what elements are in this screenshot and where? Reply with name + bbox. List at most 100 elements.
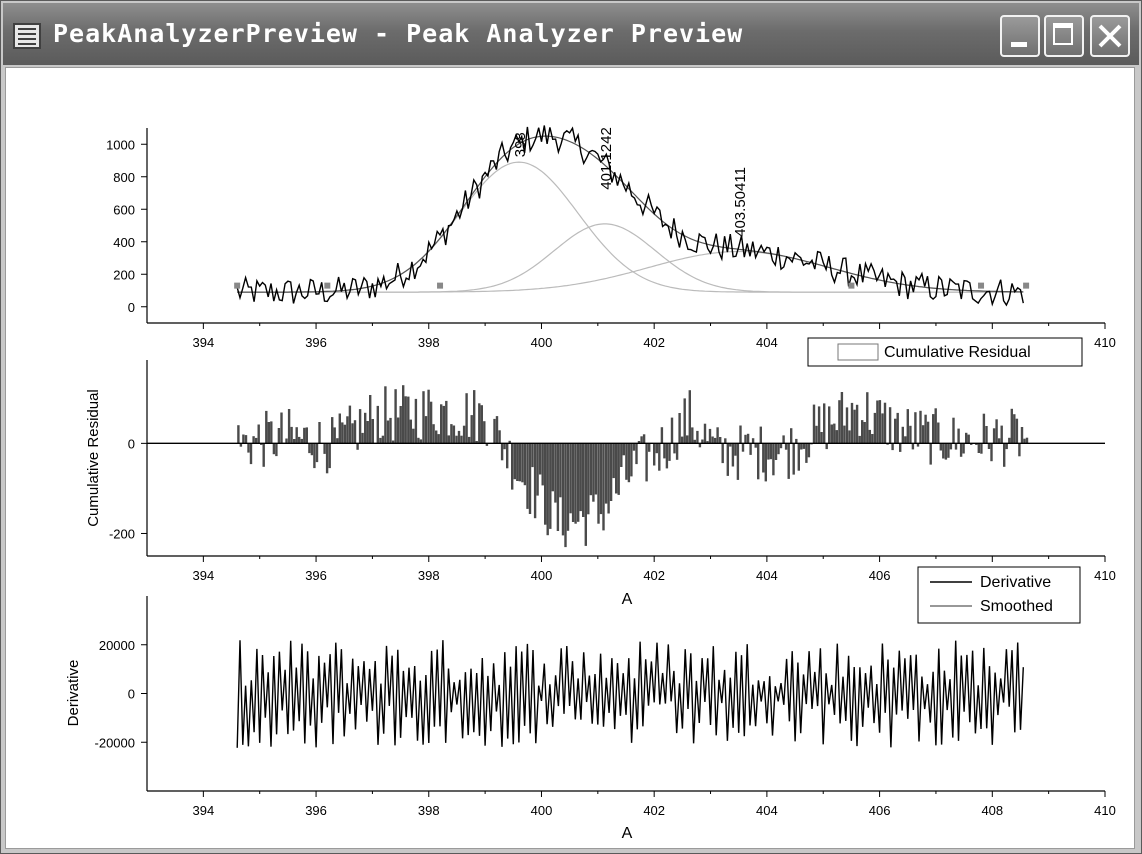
maximize-icon[interactable] <box>1044 15 1084 57</box>
residual-bar <box>609 443 613 501</box>
residual-bar <box>876 400 879 444</box>
residual-bar <box>429 401 433 444</box>
residual-bar <box>703 423 707 444</box>
y-tick-label: -200 <box>109 526 135 541</box>
residual-bar <box>371 419 374 444</box>
residual-bar <box>686 435 689 444</box>
x-tick-label: 404 <box>756 803 778 818</box>
residual-bar <box>298 436 301 444</box>
residual-bar <box>665 443 669 469</box>
residual-bar <box>693 439 696 444</box>
residual-bar <box>325 443 329 474</box>
residual-bar <box>668 443 671 461</box>
residual-bar <box>386 420 390 444</box>
minimize-icon[interactable] <box>1000 15 1040 57</box>
residual-bar <box>612 443 615 479</box>
residual-bar <box>640 436 643 444</box>
residual-bar <box>366 421 369 444</box>
legend-derivative-label: Derivative <box>980 574 1051 591</box>
residual-bar <box>987 443 991 449</box>
residual-bar <box>645 443 648 482</box>
residual-bar <box>364 412 367 444</box>
residual-bar <box>303 427 306 444</box>
residual-bar <box>556 443 560 531</box>
chart-area: 394 396 398 400 402 404 406 408 410 0 200 400 600 80… <box>5 67 1135 849</box>
x-tick-label: 408 <box>981 803 1003 818</box>
residual-bar <box>1020 427 1024 444</box>
residual-bar <box>637 441 641 444</box>
residual-bar <box>675 443 679 460</box>
residual-bar <box>275 443 278 457</box>
residual-bar <box>767 443 770 460</box>
residual-bar <box>833 423 836 444</box>
residual-x-axis-label: A <box>622 591 633 608</box>
residual-bar <box>957 428 960 444</box>
residual-bar <box>906 409 909 444</box>
derivative-panel: 394 396 398 400 402 404 406 408 410 -20000 0 20000… <box>65 566 1116 842</box>
residual-bar <box>328 443 331 469</box>
residual-bar <box>708 428 712 444</box>
residual-bar <box>254 437 258 444</box>
residual-bar <box>260 443 263 445</box>
residual-bar <box>571 443 575 522</box>
baseline-anchor-marker <box>1023 282 1030 289</box>
residual-bar <box>460 435 463 444</box>
x-tick-label: 396 <box>305 335 327 350</box>
residual-bar <box>336 438 339 444</box>
residual-bar <box>731 443 735 467</box>
residual-bar <box>285 438 288 444</box>
y-tick-label: 600 <box>113 202 135 217</box>
residual-bar <box>850 402 854 444</box>
y-tick-label: 400 <box>113 235 135 250</box>
residual-bar <box>769 443 773 460</box>
residual-bar <box>954 443 958 450</box>
derivative-line <box>236 640 1024 748</box>
derivative-legend[interactable]: Derivative Smoothed <box>917 566 1081 624</box>
residual-bar <box>802 443 806 449</box>
residual-bar <box>620 443 623 467</box>
residual-bar <box>442 405 445 444</box>
residual-bar <box>419 439 423 444</box>
residual-bar <box>914 412 917 444</box>
residual-bar <box>338 413 341 444</box>
residual-bar <box>518 443 521 482</box>
residual-bar <box>272 443 276 455</box>
residual-bar <box>396 417 400 444</box>
residual-bar <box>381 435 385 444</box>
residual-bar <box>894 418 897 444</box>
residual-bar <box>293 439 296 444</box>
residual-bar <box>992 428 996 444</box>
residual-bar <box>277 428 281 444</box>
residual-bar <box>407 396 410 444</box>
residual-bar <box>774 443 778 460</box>
close-icon[interactable] <box>1090 15 1130 57</box>
residual-bar <box>361 432 364 444</box>
residual-bar <box>404 396 407 444</box>
residual-bar <box>516 443 519 481</box>
title-bar[interactable]: PeakAnalyzerPreview - Peak Analyzer Prev… <box>3 3 1139 65</box>
residual-bar <box>916 443 920 447</box>
residual-bar <box>485 443 489 446</box>
app-window-icon[interactable] <box>13 23 41 49</box>
residual-bar <box>701 439 704 444</box>
residual-bar <box>257 424 260 444</box>
peak-center-label: 398 <box>512 132 529 157</box>
x-tick-label: 402 <box>643 335 665 350</box>
residual-bar <box>678 413 681 444</box>
x-tick-label: 400 <box>531 335 553 350</box>
residual-bar <box>455 435 458 444</box>
residual-bar <box>521 443 524 483</box>
residual-legend[interactable]: Cumulative Residual <box>807 337 1083 367</box>
residual-bar <box>343 424 347 444</box>
x-tick-label: 406 <box>869 803 891 818</box>
residual-bar <box>247 443 250 453</box>
residual-bar <box>746 433 750 444</box>
residual-bar <box>584 443 587 546</box>
residual-bar <box>604 443 608 504</box>
baseline-anchor-marker <box>978 282 985 289</box>
residual-bar <box>861 420 864 444</box>
residual-bar <box>1008 437 1011 444</box>
residual-bar <box>858 435 861 444</box>
residual-bar <box>795 438 798 444</box>
